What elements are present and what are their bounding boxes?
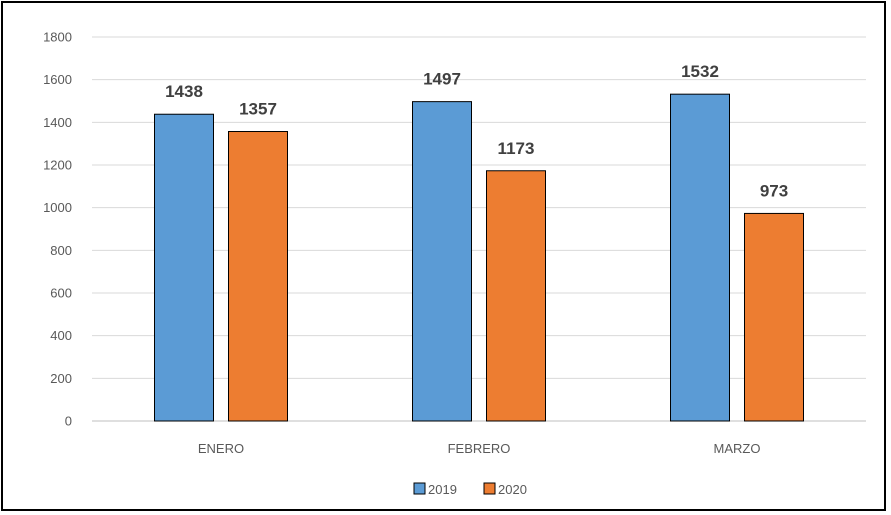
category-label: FEBRERO: [448, 441, 511, 456]
data-label: 1532: [681, 62, 719, 81]
bar-2019-enero: [154, 113, 214, 422]
data-label: 1357: [239, 100, 277, 119]
bar-2019-febrero: [412, 101, 472, 422]
category-label: ENERO: [198, 441, 244, 456]
bar-2020-marzo: [744, 212, 804, 422]
bar-2019-marzo: [670, 93, 730, 422]
data-labels: 1438 1357 1497 1173 1532 973: [165, 62, 788, 200]
y-tick-label: 1400: [43, 115, 72, 130]
data-label: 1173: [498, 139, 535, 158]
y-tick-label: 400: [50, 328, 72, 343]
legend: 2019 2020: [413, 482, 527, 497]
x-axis-categories: ENERO FEBRERO MARZO: [198, 441, 761, 456]
data-label: 1497: [423, 70, 461, 89]
bar-2020-febrero: [486, 170, 546, 422]
legend-swatch-2019: [413, 482, 426, 495]
gridlines: [92, 36, 866, 422]
y-tick-label: 1800: [43, 30, 72, 45]
y-tick-label: 200: [50, 371, 72, 386]
y-tick-label: 0: [65, 414, 72, 429]
legend-swatch-2020: [483, 482, 496, 495]
y-tick-label: 1600: [43, 72, 72, 87]
y-axis-ticks: 0 200 400 600 800 1000 1200 1400 1600 1800: [43, 30, 72, 429]
y-tick-label: 800: [50, 243, 72, 258]
y-tick-label: 1000: [43, 200, 72, 215]
bar-2020-enero: [228, 131, 288, 422]
bars: [154, 93, 804, 422]
data-label: 973: [760, 181, 788, 200]
category-label: MARZO: [714, 441, 761, 456]
y-tick-label: 600: [50, 286, 72, 301]
legend-label: 2020: [498, 482, 527, 497]
y-tick-label: 1200: [43, 158, 72, 173]
data-label: 1438: [165, 82, 203, 101]
legend-label: 2019: [428, 482, 457, 497]
